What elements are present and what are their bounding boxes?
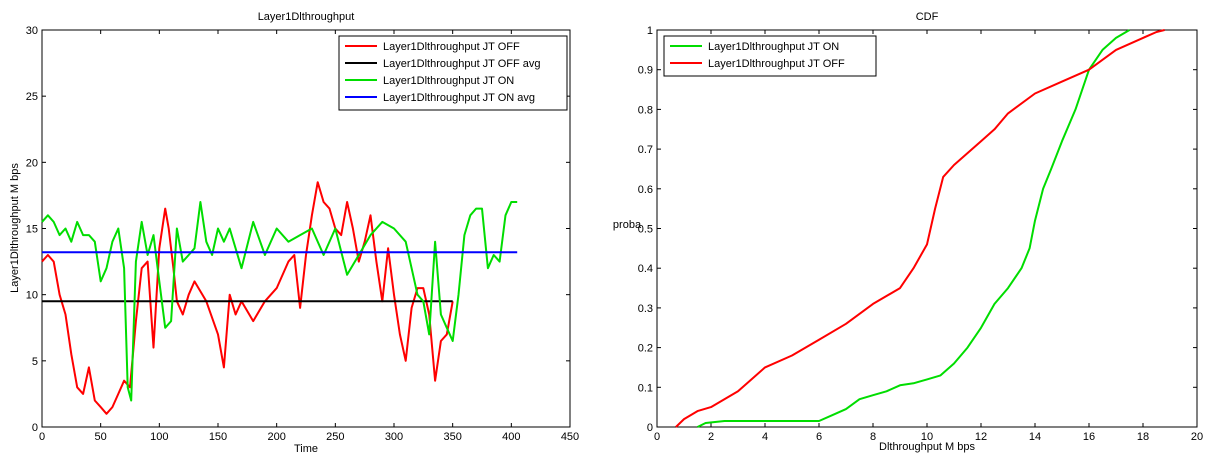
- left-xtick-label: 100: [150, 431, 168, 443]
- left-legend-label: Layer1Dlthroughput JT ON avg: [383, 92, 535, 104]
- right-xtick-label: 0: [654, 431, 660, 443]
- right-chart-title: CDF: [916, 11, 939, 23]
- right-xtick-label: 10: [921, 431, 933, 443]
- right-ytick-label: 0.1: [638, 382, 653, 394]
- left-chart-ylabel: Layer1Dlthroughput M bps: [9, 163, 21, 293]
- right-chart-ylabel: proba: [613, 219, 642, 231]
- left-ytick-label: 5: [32, 356, 38, 368]
- right-ytick-label: 0.2: [638, 343, 653, 355]
- cdf-chart: CDF Dlthroughput M bps proba 0 2 4 6 8 10 12 14…: [613, 11, 1203, 453]
- right-ytick-label: 0.3: [638, 303, 653, 315]
- left-legend-label: Layer1Dlthroughput JT ON: [383, 75, 514, 87]
- right-xtick-label: 6: [816, 431, 822, 443]
- left-chart-title: Layer1Dlthroughput: [258, 11, 355, 23]
- right-axis-ticks: 0 2 4 6 8 10 12 14 16 18 20 0 0.1 0.2 0.3 0.4 0.5 0.6 0.7 0…: [638, 25, 1203, 443]
- right-ytick-label: 0: [647, 422, 653, 434]
- right-ytick-label: 0.7: [638, 144, 653, 156]
- right-chart-xlabel: Dlthroughput M bps: [879, 441, 975, 453]
- right-series-line-0: [697, 29, 1131, 428]
- left-xtick-label: 300: [385, 431, 403, 443]
- left-series-group: [41, 181, 518, 415]
- right-xtick-label: 16: [1083, 431, 1095, 443]
- right-legend: Layer1Dlthroughput JT ON Layer1Dlthroughp…: [663, 35, 877, 77]
- left-xtick-label: 0: [39, 431, 45, 443]
- left-xtick-label: 200: [267, 431, 285, 443]
- left-ytick-label: 15: [26, 224, 38, 236]
- left-legend-label: Layer1Dlthroughput JT OFF avg: [383, 58, 541, 70]
- right-legend-box: [663, 35, 877, 77]
- right-legend-label: Layer1Dlthroughput JT OFF: [708, 58, 845, 70]
- left-xtick-label: 350: [443, 431, 461, 443]
- right-xtick-label: 4: [762, 431, 768, 443]
- left-legend-label: Layer1Dlthroughput JT OFF: [383, 41, 520, 53]
- right-xtick-label: 8: [870, 431, 876, 443]
- left-xtick-label: 250: [326, 431, 344, 443]
- left-ytick-label: 10: [26, 290, 38, 302]
- left-ytick-label: 30: [26, 25, 38, 37]
- left-series-line-2: [41, 201, 518, 402]
- left-ytick-label: 25: [26, 91, 38, 103]
- right-ytick-label: 0.5: [638, 224, 653, 236]
- right-ytick-label: 0.4: [638, 263, 653, 275]
- right-xtick-label: 2: [708, 431, 714, 443]
- right-ytick-label: 0.6: [638, 184, 653, 196]
- left-axis-ticks: 0 50 100 150 200 250 300 350 400 450 0 5 10 15 20 25 30: [26, 25, 579, 443]
- left-xtick-label: 400: [502, 431, 520, 443]
- left-xtick-label: 450: [561, 431, 579, 443]
- left-legend-box: [338, 35, 568, 111]
- right-series-group: [675, 29, 1165, 428]
- left-chart-xlabel: Time: [294, 443, 318, 453]
- left-legend: Layer1Dlthroughput JT OFF Layer1Dlthrough…: [338, 35, 568, 111]
- left-ytick-label: 0: [32, 422, 38, 434]
- right-ytick-label: 1: [647, 25, 653, 37]
- left-xtick-label: 50: [95, 431, 107, 443]
- right-legend-label: Layer1Dlthroughput JT ON: [708, 41, 839, 53]
- right-xtick-label: 14: [1029, 431, 1041, 443]
- right-ytick-label: 0.8: [638, 104, 653, 116]
- right-xtick-label: 12: [975, 431, 987, 443]
- right-plot-area: [656, 29, 1198, 428]
- right-series-line-1: [675, 29, 1165, 428]
- right-xtick-label: 18: [1137, 431, 1149, 443]
- left-series-line-0: [41, 181, 454, 415]
- right-ytick-label: 0.9: [638, 65, 653, 77]
- left-ytick-label: 20: [26, 157, 38, 169]
- throughput-time-chart: Layer1Dlthroughput Time Layer1Dlthroughp…: [9, 11, 579, 453]
- right-xtick-label: 20: [1191, 431, 1203, 443]
- left-xtick-label: 150: [209, 431, 227, 443]
